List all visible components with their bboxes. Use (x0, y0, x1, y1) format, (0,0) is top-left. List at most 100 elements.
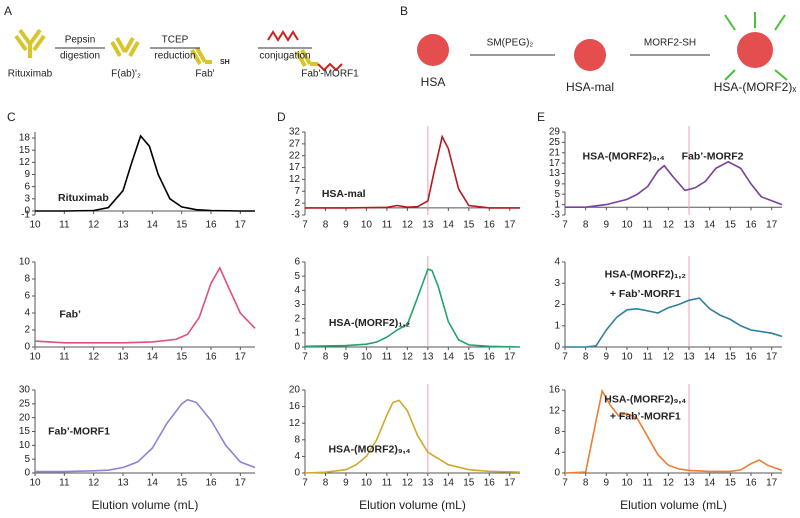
x-tick-label: 12 (88, 478, 100, 489)
x-tick-label: 12 (663, 478, 675, 489)
morf-icon (317, 62, 343, 72)
annotation: + Fab’-MORF1 (610, 410, 681, 422)
x-tick-label: 16 (205, 352, 217, 363)
y-tick-label: 22 (289, 150, 301, 161)
x-tick-label: 10 (29, 478, 41, 489)
y-tick-label: 4 (554, 257, 560, 268)
x-tick-label: 12 (402, 220, 414, 231)
y-tick-label: 18 (19, 133, 31, 144)
x-tick-label: 14 (147, 478, 159, 489)
x-tick-label: 13 (683, 352, 695, 363)
x-tick-label: 10 (621, 352, 633, 363)
label: SH (220, 59, 230, 66)
x-tick-label: 15 (725, 220, 737, 231)
data-line (305, 134, 520, 209)
y-tick-label: 13 (549, 168, 561, 179)
x-tick-label: 16 (484, 352, 496, 363)
data-line (565, 297, 783, 348)
y-tick-label: 3 (24, 193, 30, 204)
y-tick-label: 0 (24, 206, 30, 217)
x-tick-label: 9 (604, 352, 610, 363)
x-tick-label: 17 (504, 478, 516, 489)
data-line (564, 388, 783, 474)
x-tick-label: 17 (504, 220, 516, 231)
x-tick-label: 10 (29, 220, 41, 231)
y-tick-label: 25 (19, 398, 31, 409)
x-tick-label: 12 (663, 220, 675, 231)
y-tick-label: 0 (24, 342, 30, 353)
data-line (35, 134, 255, 212)
annotation: HSA-(MORF2)₁,₂ (605, 269, 687, 281)
x-tick-label: 13 (117, 352, 129, 363)
y-tick-label: 6 (24, 181, 30, 192)
x-tick-label: 10 (29, 352, 41, 363)
label: HSA-mal (566, 80, 614, 94)
x-tick-label: 16 (745, 352, 757, 363)
protein-icon (574, 39, 606, 71)
x-tick-label: 17 (766, 352, 778, 363)
x-tick-label: 13 (683, 478, 695, 489)
y-tick-label: 5 (24, 454, 30, 465)
x-tick-label: 8 (583, 352, 589, 363)
y-tick-label: 16 (289, 401, 301, 412)
panel-label: C (7, 110, 16, 124)
y-tick-label: 27 (289, 138, 301, 149)
label: Fab'-MORF1 (301, 69, 359, 80)
label: conjugation (259, 51, 310, 62)
x-tick-label: 11 (642, 478, 653, 489)
label: F(ab)'₂ (111, 69, 141, 80)
y-tick-label: 10 (19, 257, 31, 268)
label: digestion (60, 51, 100, 62)
x-tick-label: 8 (583, 478, 589, 489)
data-line (304, 268, 521, 348)
y-tick-label: -1 (21, 210, 30, 221)
x-tick-label: 16 (484, 220, 496, 231)
y-tick-label: 17 (549, 158, 561, 169)
x-axis-label: Elution volume (mL) (620, 498, 727, 512)
y-tick-label: 5 (294, 271, 300, 282)
y-tick-label: 8 (24, 274, 30, 285)
y-tick-label: 2 (24, 325, 30, 336)
x-tick-label: 11 (382, 220, 393, 231)
x-tick-label: 11 (59, 352, 70, 363)
y-tick-label: 4 (554, 447, 560, 458)
x-tick-label: 13 (683, 220, 695, 231)
x-axis-label: Elution volume (mL) (359, 498, 466, 512)
protein-icon (737, 32, 773, 68)
y-tick-label: 10 (19, 440, 31, 451)
x-tick-label: 15 (176, 352, 188, 363)
x-tick-label: 12 (402, 352, 414, 363)
x-tick-label: 17 (235, 220, 247, 231)
x-tick-label: 13 (422, 478, 434, 489)
annotation: Fab’-MORF1 (48, 425, 110, 437)
y-tick-label: 2 (294, 198, 300, 209)
x-tick-label: 7 (302, 478, 308, 489)
x-tick-label: 7 (562, 220, 568, 231)
y-tick-label: 0 (554, 342, 560, 353)
antibody-icon (14, 28, 318, 67)
label: HSA-(MORF2)ₓ (714, 80, 797, 94)
annotation: Rituximab (58, 192, 109, 204)
x-tick-label: 14 (704, 220, 716, 231)
label: Rituximab (8, 69, 53, 80)
x-tick-label: 14 (704, 352, 716, 363)
y-tick-label: 16 (549, 385, 561, 396)
x-tick-label: 8 (323, 352, 329, 363)
label: HSA (421, 75, 446, 89)
data-line (35, 398, 256, 473)
label: reduction (154, 51, 195, 62)
y-tick-label: 12 (289, 174, 301, 185)
x-tick-label: 7 (302, 352, 308, 363)
data-line (565, 160, 783, 208)
y-tick-label: 9 (24, 169, 30, 180)
annotation: Fab’-MORF2 (682, 151, 744, 163)
y-tick-label: 5 (554, 189, 560, 200)
y-tick-label: 9 (554, 179, 560, 190)
x-tick-label: 14 (443, 220, 455, 231)
x-tick-label: 14 (443, 478, 455, 489)
y-tick-label: 30 (19, 385, 31, 396)
x-tick-label: 7 (562, 478, 568, 489)
x-tick-label: 13 (117, 478, 129, 489)
y-tick-label: 0 (294, 342, 300, 353)
